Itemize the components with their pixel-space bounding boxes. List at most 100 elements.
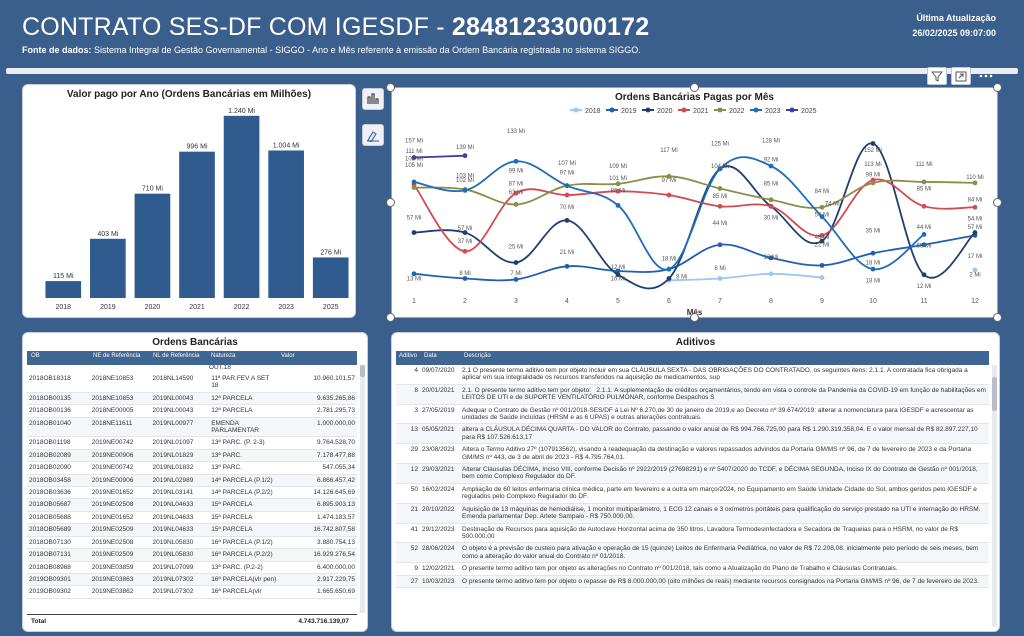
- point-2021[interactable]: [615, 188, 621, 194]
- bar-2019[interactable]: [90, 238, 126, 298]
- point-2023[interactable]: [564, 183, 570, 189]
- point-2020[interactable]: [411, 230, 417, 235]
- legend-2022[interactable]: 2022: [714, 107, 745, 116]
- legend-2019[interactable]: 2019: [606, 107, 637, 116]
- table-row[interactable]: 2018OB05687 2019NE02508 2019NL04633 15ª PAR…: [27, 498, 357, 512]
- resize-handle-tr[interactable]: [993, 83, 1002, 92]
- drill-button[interactable]: [362, 88, 384, 110]
- point-2021[interactable]: [717, 203, 723, 209]
- point-2023[interactable]: [819, 214, 825, 220]
- more-options-button[interactable]: [976, 67, 996, 85]
- point-2018[interactable]: [768, 271, 774, 277]
- resize-handle-bl[interactable]: [386, 313, 395, 322]
- point-2022[interactable]: [615, 181, 621, 187]
- point-2018[interactable]: [717, 276, 723, 281]
- resize-handle-t[interactable]: [690, 83, 699, 92]
- resize-handle-br[interactable]: [993, 313, 1002, 322]
- col-valor[interactable]: Valor: [281, 353, 295, 359]
- legend-2021[interactable]: 2021: [678, 107, 709, 116]
- point-2022[interactable]: [411, 185, 417, 190]
- resize-handle-r[interactable]: [993, 198, 1002, 207]
- point-2021[interactable]: [513, 190, 519, 196]
- point-2023[interactable]: [768, 163, 774, 169]
- point-2023[interactable]: [870, 266, 876, 272]
- bar-2021[interactable]: [179, 151, 215, 298]
- point-2020[interactable]: [462, 230, 468, 235]
- point-2018[interactable]: [972, 267, 978, 273]
- point-2023[interactable]: [921, 232, 927, 237]
- table-row[interactable]: 2018OB05689 2019NE02509 2019NL04633 15ª PAR…: [27, 523, 357, 537]
- bar-2023[interactable]: [268, 150, 304, 298]
- point-2020[interactable]: [819, 238, 825, 244]
- table-row[interactable]: 2018OB08968 2019NE03859 2019NL07099 13ª PAR…: [27, 561, 357, 574]
- aditivos-scroll-thumb[interactable]: [992, 377, 997, 411]
- point-2021[interactable]: [564, 192, 570, 198]
- bar-2025[interactable]: [312, 257, 349, 298]
- point-2021[interactable]: [462, 248, 468, 254]
- point-2019[interactable]: [870, 250, 876, 256]
- table-row[interactable]: 27 10/03/2023 O presente termo aditivo tem…: [396, 575, 989, 588]
- table-row[interactable]: 2019OB09301 2019NE03863 2019NL07302 16ª PAR…: [27, 573, 357, 586]
- table-row[interactable]: 2018OB02089 2019NE00906 2019NL01829 13ª PAR…: [27, 449, 357, 462]
- point-2023[interactable]: [615, 202, 621, 208]
- point-2021[interactable]: [972, 204, 978, 210]
- point-2018[interactable]: [819, 275, 825, 280]
- resize-handle-b[interactable]: [690, 313, 699, 322]
- ordens-scrollbar[interactable]: [360, 365, 365, 613]
- bar-2020[interactable]: [134, 193, 171, 298]
- table-row[interactable]: 2018OB00136 2018NE00005 2019NL00043 12ª PAR…: [27, 405, 357, 418]
- point-2020[interactable]: [615, 272, 621, 278]
- point-2019[interactable]: [564, 263, 570, 269]
- point-2022[interactable]: [921, 179, 927, 185]
- point-2023[interactable]: [717, 166, 723, 172]
- point-2020[interactable]: [666, 276, 672, 281]
- point-2022[interactable]: [666, 173, 672, 179]
- filter-button[interactable]: [927, 67, 947, 85]
- table-row[interactable]: 12 29/03/2021 Alterar Cláusulas DÉCIMA, In…: [396, 463, 989, 484]
- col-nl-referencia[interactable]: NL de Referência: [153, 353, 200, 359]
- legend-2023[interactable]: 2023: [750, 107, 781, 116]
- table-row[interactable]: 50 16/02/2024 Ampliação de 60 leitos enfer…: [396, 483, 989, 504]
- col-data[interactable]: Data: [424, 353, 437, 359]
- table-row[interactable]: 4 09/07/2020 2.1 O presente termo aditivo …: [396, 365, 989, 385]
- table-row[interactable]: 2018OB03458 2019NE00906 2019NL02989 14ª PAR…: [27, 474, 357, 487]
- table-row[interactable]: 41 29/12/2023 Destinação de Recursos para …: [396, 523, 989, 543]
- col-descricao[interactable]: Descrição: [464, 353, 491, 359]
- series-line-2023[interactable]: [413, 156, 925, 271]
- table-row[interactable]: 21 20/10/2022 Aquisição de 13 máquinas de …: [396, 503, 989, 523]
- table-row[interactable]: 2018OB07130 2019NE02508 2019NL05830 16ª PAR…: [27, 536, 357, 549]
- series-line-2020[interactable]: [413, 142, 976, 290]
- table-row[interactable]: 2018OB07131 2019NE02509 2019NL05830 16ª PAR…: [27, 548, 357, 561]
- point-2022[interactable]: [717, 186, 723, 191]
- col-natureza[interactable]: Natureza: [211, 353, 236, 359]
- table-row[interactable]: 8 20/01/2021 2.1. O presente termo aditivo…: [396, 384, 989, 405]
- format-button[interactable]: [362, 124, 384, 146]
- table-row[interactable]: 2019OB09302 2019NE03862 2019NL07302 16ª PAR…: [27, 586, 357, 599]
- point-2022[interactable]: [513, 202, 519, 207]
- point-2021[interactable]: [921, 203, 927, 209]
- point-2020[interactable]: [870, 141, 876, 146]
- resize-handle-l[interactable]: [386, 198, 395, 207]
- resize-handle-tl[interactable]: [386, 83, 395, 92]
- point-2020[interactable]: [972, 230, 978, 235]
- point-2025[interactable]: [462, 153, 468, 159]
- table-row[interactable]: 13 05/05/2021 altera a CLÁUSULA DÉCIMA QUA…: [396, 423, 989, 444]
- point-2019[interactable]: [819, 262, 825, 268]
- point-2022[interactable]: [768, 197, 774, 203]
- point-2019[interactable]: [768, 255, 774, 261]
- focus-mode-button[interactable]: [951, 67, 971, 85]
- series-line-2025[interactable]: [413, 154, 466, 159]
- table-row[interactable]: 2018OB00135 2018NE10853 2019NL00043 12ª PAR…: [27, 392, 357, 405]
- point-2020[interactable]: [921, 272, 927, 278]
- point-2019[interactable]: [615, 268, 621, 274]
- legend-2020[interactable]: 2020: [642, 107, 673, 116]
- line-chart-panel[interactable]: Ordens Bancárias Pagas por Mês 2018 2019 2…: [391, 87, 998, 318]
- legend-2018[interactable]: 2018: [570, 107, 601, 116]
- table-row[interactable]: 52 28/06/2024 O objeto é a previsão de cus…: [396, 542, 989, 563]
- table-row[interactable]: 9 12/02/2021 O presente termo aditivo tem …: [396, 563, 989, 576]
- ordens-scroll-thumb[interactable]: [360, 365, 365, 377]
- point-2023[interactable]: [462, 187, 468, 193]
- point-2021[interactable]: [819, 232, 825, 238]
- point-2022[interactable]: [870, 180, 876, 186]
- table-row[interactable]: 2018OB18318 2018NE10853 2018NL14590 11ª PAR…: [27, 373, 357, 393]
